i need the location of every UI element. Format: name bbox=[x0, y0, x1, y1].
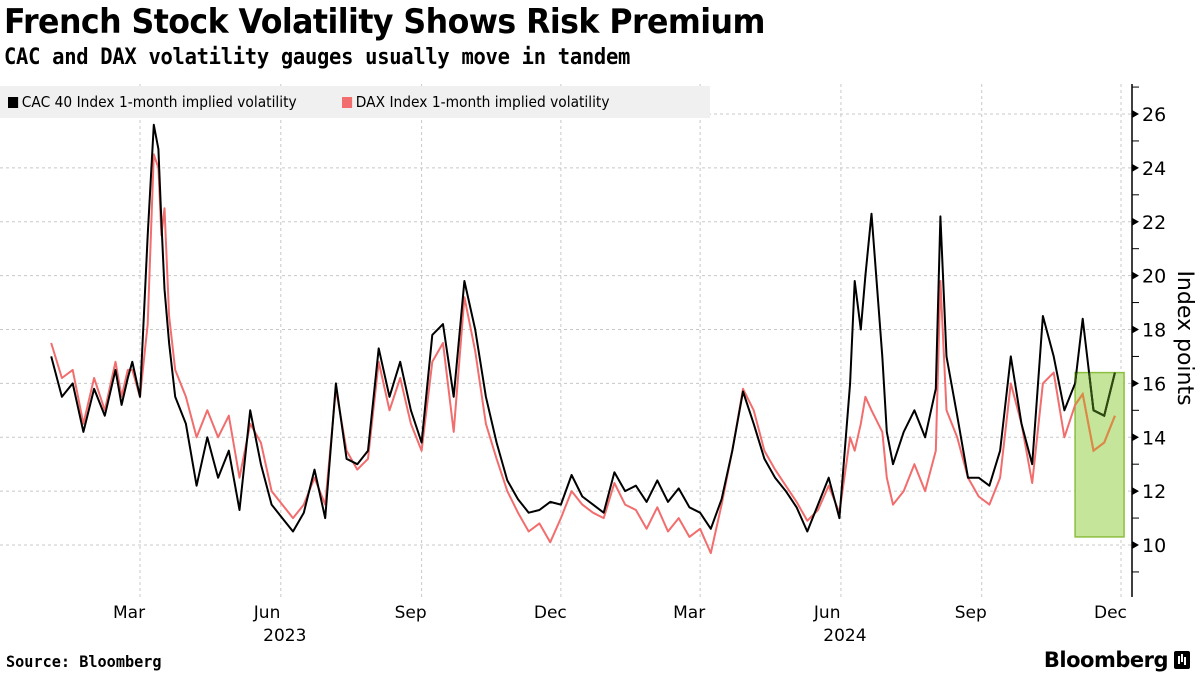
brand-name: Bloomberg bbox=[1043, 648, 1169, 672]
source-note: Source: Bloomberg bbox=[6, 652, 162, 671]
x-tick-label: Dec bbox=[534, 603, 567, 623]
y-tick-major bbox=[1132, 163, 1139, 172]
y-axis-label: Index points bbox=[1172, 270, 1197, 405]
y-tick-label: 18 bbox=[1142, 320, 1166, 342]
x-year-label: 2024 bbox=[823, 626, 866, 646]
series-layer bbox=[50, 123, 1116, 555]
y-tick-major bbox=[1132, 379, 1139, 388]
legend-swatch-dax bbox=[341, 96, 352, 108]
series-line-cac bbox=[50, 123, 1116, 533]
series-line-dax bbox=[50, 153, 1116, 555]
x-tick-label: Dec bbox=[1094, 603, 1127, 623]
legend-label-dax: DAX Index 1-month implied volatility bbox=[355, 93, 610, 111]
y-tick-label: 14 bbox=[1142, 427, 1166, 449]
y-tick-major bbox=[1132, 541, 1139, 549]
x-tick-label: Mar bbox=[673, 603, 705, 623]
chart-subtitle: CAC and DAX volatility gauges usually mo… bbox=[4, 45, 631, 70]
legend-swatch-cac bbox=[8, 96, 19, 108]
x-tick-label: Sep bbox=[955, 603, 987, 623]
y-tick-major bbox=[1132, 325, 1139, 334]
x-tick-label: Sep bbox=[395, 603, 427, 623]
chart-title: French Stock Volatility Shows Risk Premi… bbox=[4, 2, 765, 42]
y-tick-major bbox=[1132, 433, 1139, 442]
legend-item-cac: CAC 40 Index 1-month implied volatility bbox=[8, 93, 297, 111]
y-tick-major bbox=[1132, 110, 1139, 118]
legend-label-cac: CAC 40 Index 1-month implied volatility bbox=[21, 93, 297, 111]
legend: CAC 40 Index 1-month implied volatility … bbox=[0, 86, 710, 118]
series-line-dax-highlighted bbox=[1075, 391, 1116, 453]
bloomberg-logo: Bloomberg bbox=[1044, 648, 1190, 672]
y-axis: 10 12 14 16 18 20 22 24 26 bbox=[1131, 84, 1166, 597]
series-line-cac-highlighted bbox=[1075, 372, 1116, 418]
bloomberg-chart-icon bbox=[1174, 651, 1190, 669]
y-tick-label: 26 bbox=[1142, 104, 1166, 126]
y-tick-label: 20 bbox=[1142, 266, 1166, 288]
y-tick-label: 22 bbox=[1142, 212, 1166, 234]
y-tick-major bbox=[1132, 217, 1139, 226]
x-tick-label: Jun bbox=[813, 603, 841, 623]
y-tick-label: 10 bbox=[1142, 535, 1166, 557]
y-tick-label: 12 bbox=[1142, 481, 1166, 503]
x-year-label: 2023 bbox=[263, 626, 306, 646]
y-tick-major bbox=[1132, 271, 1139, 280]
y-tick-label: 24 bbox=[1142, 158, 1166, 180]
y-tick-label: 16 bbox=[1142, 373, 1166, 395]
x-tick-label: Mar bbox=[113, 603, 145, 623]
legend-item-dax: DAX Index 1-month implied volatility bbox=[341, 93, 610, 111]
x-tick-label: Jun bbox=[253, 603, 281, 623]
y-tick-major bbox=[1132, 487, 1139, 496]
x-axis: Mar Jun 2023 Sep Dec Mar Jun 2024 Sep Dec bbox=[113, 603, 1127, 646]
